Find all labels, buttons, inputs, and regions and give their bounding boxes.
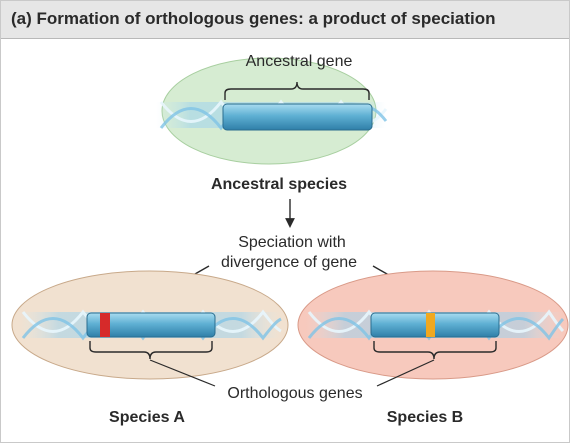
orthologous-leader-a (149, 359, 216, 387)
header-bar: (a) Formation of orthologous genes: a pr… (1, 1, 569, 39)
species-a-mutation-marker (100, 313, 110, 337)
species-a-gene-bracket (89, 341, 213, 360)
ancestral-gene-bracket (224, 81, 370, 100)
species-b-mutation-marker (426, 313, 435, 337)
species-a-label: Species A (109, 409, 185, 426)
orthology-diagram: Ancestral gene Ancestral species Speciat… (11, 53, 569, 426)
ancestral-gene-label: Ancestral gene (246, 53, 353, 70)
panel-title: (a) Formation of orthologous genes: a pr… (11, 9, 496, 28)
speciation-label-line1: Speciation with (238, 234, 346, 251)
species-b-label: Species B (387, 409, 463, 426)
orthologous-leader-b (376, 359, 435, 387)
orthologous-genes-label: Orthologous genes (227, 385, 362, 402)
ancestral-gene (222, 103, 373, 131)
species-b-gene-bracket (373, 341, 497, 360)
ancestral-species-label: Ancestral species (211, 176, 347, 193)
speciation-label-line2: divergence of gene (221, 254, 357, 271)
species-a-gene (86, 312, 216, 338)
